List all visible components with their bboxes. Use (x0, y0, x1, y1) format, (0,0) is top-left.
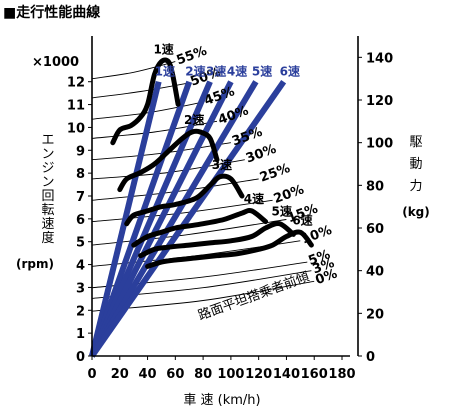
resistance-curve (91, 120, 218, 139)
x-tick-label: 180 (328, 367, 355, 382)
resistance-label: 0% (313, 266, 339, 288)
left-axis-label-char: ン (41, 175, 54, 190)
left-axis-label-char: エ (41, 133, 54, 148)
left-axis-label-char: 速 (41, 217, 54, 232)
gear-line-label: 4速 (227, 64, 247, 79)
left-tick-label: 8 (76, 167, 85, 182)
left-tick-label: 2 (76, 304, 85, 319)
right-tick-label: 60 (366, 222, 384, 237)
gear-force-label: 4速 (244, 191, 264, 206)
resistance-curve (91, 82, 190, 99)
right-axis-label-char: 力 (409, 179, 422, 194)
left-axis-label-char: 回 (41, 189, 54, 204)
left-axis-unit: (rpm) (16, 257, 54, 271)
driving-force-curves (110, 57, 314, 269)
left-tick-label: 7 (76, 190, 85, 205)
driving-force-curve (110, 57, 181, 146)
gear-speed-line (89, 80, 259, 358)
gear-speed-line (89, 81, 162, 357)
gear-speed-line (89, 80, 213, 358)
gear-force-label: 6速 (292, 212, 312, 227)
x-tick-label: 120 (245, 367, 272, 382)
right-axis-unit: (kg) (402, 205, 430, 219)
left-axis-label-char: 度 (41, 230, 54, 246)
resistance-curve (91, 199, 273, 223)
x-axis-label: 車 速 (km/h) (183, 393, 260, 408)
y-multiplier: ×1000 (32, 55, 79, 70)
right-tick-label: 100 (366, 137, 393, 152)
gear-speed-line (89, 80, 234, 358)
gear-line-label: 2速 (185, 64, 205, 79)
left-tick-label: 6 (76, 213, 85, 228)
chart-title: ■走行性能曲線 (3, 4, 100, 21)
resistance-label: 30% (244, 142, 278, 167)
x-tick-label: 80 (194, 367, 212, 382)
driving-force-curve (145, 229, 314, 269)
left-axis-label-char: ン (41, 147, 54, 162)
left-axis-label-char: ジ (41, 161, 54, 176)
gear-force-label: 3速 (212, 157, 232, 172)
driving-force-curve (124, 173, 245, 227)
left-tick-label: 10 (67, 121, 85, 136)
left-tick-label: 0 (76, 350, 85, 365)
left-tick-label: 9 (76, 144, 85, 159)
gear-line-label: 5速 (252, 64, 272, 79)
x-tick-label: 60 (166, 367, 184, 382)
resistance-label: 20% (272, 182, 306, 207)
gear-speed-line (89, 80, 193, 358)
left-axis-label-char: 転 (41, 203, 54, 218)
left-tick-label: 3 (76, 281, 85, 296)
resistance-curve (91, 61, 176, 80)
right-axis-label-char: 駆 (409, 135, 422, 150)
driving-force-curve (117, 128, 220, 193)
gear-line-label: 1速 (155, 64, 175, 79)
x-tick-label: 40 (139, 367, 157, 382)
resistance-label: 5% (307, 247, 333, 269)
gear-line-label: 6速 (280, 64, 300, 79)
right-tick-label: 0 (366, 350, 375, 365)
x-tick-label: 20 (111, 367, 129, 382)
right-tick-label: 40 (366, 265, 384, 280)
gear-force-label: 1速 (153, 42, 173, 57)
left-tick-label: 4 (76, 259, 85, 274)
driving-force-curve (138, 221, 296, 259)
left-tick-label: 12 (67, 76, 85, 91)
left-tick-label: 11 (67, 99, 85, 114)
right-tick-label: 80 (366, 179, 384, 194)
x-tick-label: 0 (87, 367, 96, 382)
x-tick-label: 140 (273, 367, 300, 382)
left-tick-label: 5 (76, 236, 85, 251)
gear-line-label: 3速 (206, 64, 226, 79)
grade-condition-label: 路面平坦搭乗者前傾 (196, 269, 311, 324)
gear-force-label: 5速 (272, 204, 292, 219)
resistance-curve (91, 101, 204, 120)
right-axis-label-char: 動 (409, 157, 422, 172)
left-tick-label: 1 (76, 327, 85, 342)
right-tick-label: 20 (366, 307, 384, 322)
resistance-label: 25% (258, 161, 292, 186)
gear-speed-lines (89, 79, 287, 358)
axes: 0 20 40 60 80 100 120 140 160 1800123456789101112… (67, 36, 393, 382)
resistance-label: 35% (230, 125, 264, 150)
gear-speed-line (89, 79, 287, 358)
x-tick-label: 100 (217, 367, 244, 382)
x-tick-label: 160 (301, 367, 328, 382)
driving-force-curve (131, 207, 269, 248)
right-tick-label: 120 (366, 94, 393, 109)
right-tick-label: 140 (366, 51, 393, 66)
resistance-label: 3% (311, 256, 337, 278)
gear-force-label: 2速 (184, 112, 204, 127)
